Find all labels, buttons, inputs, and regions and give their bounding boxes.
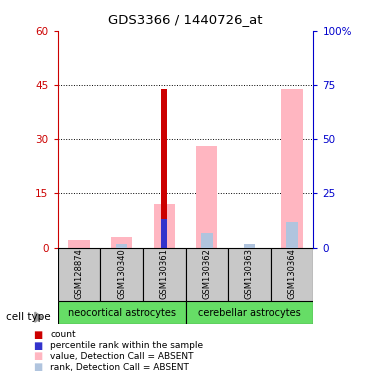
- Bar: [100, 248, 143, 301]
- Text: count: count: [50, 330, 76, 339]
- Bar: [58, 301, 186, 324]
- Bar: [116, 244, 127, 248]
- Text: cerebellar astrocytes: cerebellar astrocytes: [198, 308, 301, 318]
- Polygon shape: [35, 312, 43, 322]
- Text: neocortical astrocytes: neocortical astrocytes: [68, 308, 175, 318]
- Text: GSM130361: GSM130361: [160, 248, 169, 299]
- Bar: [282, 89, 303, 248]
- Text: value, Detection Call = ABSENT: value, Detection Call = ABSENT: [50, 352, 194, 361]
- Bar: [186, 301, 313, 324]
- Text: GSM130340: GSM130340: [117, 248, 126, 299]
- Bar: [58, 248, 100, 301]
- Bar: [143, 248, 186, 301]
- Bar: [271, 248, 313, 301]
- Text: GSM130364: GSM130364: [288, 248, 297, 299]
- Bar: [228, 248, 271, 301]
- Bar: [244, 244, 255, 248]
- Text: GSM130362: GSM130362: [202, 248, 211, 299]
- Bar: [154, 204, 175, 248]
- Text: GSM128874: GSM128874: [74, 248, 83, 299]
- Text: rank, Detection Call = ABSENT: rank, Detection Call = ABSENT: [50, 362, 189, 372]
- Bar: [186, 248, 228, 301]
- Bar: [68, 240, 89, 248]
- Text: ■: ■: [33, 362, 43, 372]
- Text: ■: ■: [33, 330, 43, 340]
- Bar: [196, 146, 217, 248]
- Text: GDS3366 / 1440726_at: GDS3366 / 1440726_at: [108, 13, 263, 26]
- Text: cell type: cell type: [6, 312, 50, 322]
- Bar: [161, 219, 167, 248]
- Text: percentile rank within the sample: percentile rank within the sample: [50, 341, 203, 350]
- Bar: [161, 89, 167, 248]
- Text: ■: ■: [33, 351, 43, 361]
- Bar: [111, 237, 132, 248]
- Text: GSM130363: GSM130363: [245, 248, 254, 299]
- Bar: [201, 233, 213, 248]
- Bar: [286, 222, 298, 248]
- Text: ■: ■: [33, 341, 43, 351]
